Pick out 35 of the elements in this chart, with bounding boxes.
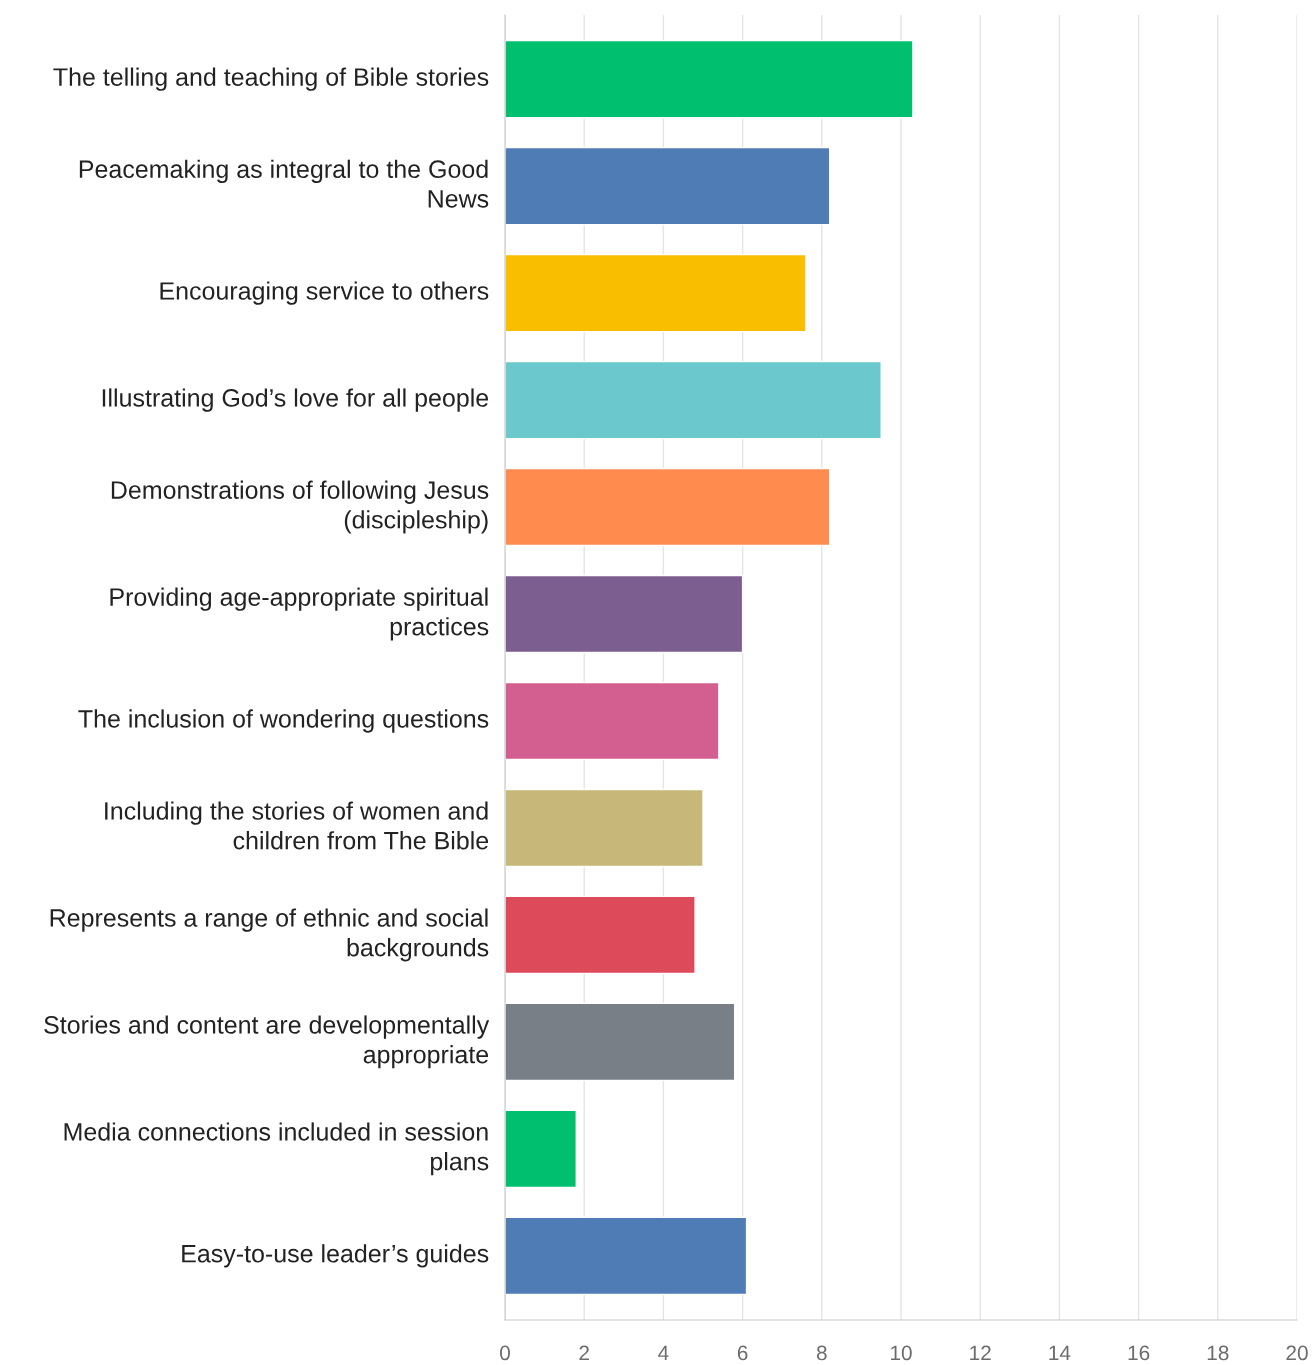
y-tick-label: Including the stories of women and children from The Bible	[105, 801, 489, 850]
y-tick-label: The inclusion of wondering questions	[78, 709, 489, 733]
bar	[505, 467, 831, 547]
bar	[505, 895, 696, 975]
bar	[505, 1109, 577, 1189]
y-tick-label: Providing age-appropriate spiritual practices	[110, 587, 489, 641]
y-tick-label: Represents a range of ethnic and social backgrounds	[50, 908, 489, 962]
bar	[505, 1216, 748, 1296]
y-tick-label: Media connections included in session plans	[64, 1122, 489, 1176]
x-tick-label: 16	[1128, 1345, 1150, 1361]
y-tick-label: Easy-to-use leader’s guides	[182, 1244, 489, 1268]
x-tick-label: 10	[891, 1345, 912, 1361]
bar	[505, 788, 704, 868]
x-tick-label: 4	[658, 1345, 669, 1361]
y-tick-label: Encouraging service to others	[160, 281, 489, 305]
x-tick-label: 18	[1207, 1345, 1229, 1361]
x-tick-label: 8	[816, 1345, 827, 1361]
x-tick-label: 0	[500, 1345, 510, 1361]
bar	[505, 253, 807, 333]
x-tick-label: 6	[737, 1345, 748, 1361]
y-tick-label: The telling and teaching of Bible stories	[53, 67, 489, 91]
y-tick-label: Demonstrations of following Jesus (discipleship)	[111, 480, 489, 534]
bar	[505, 1002, 736, 1082]
bar	[505, 360, 882, 440]
x-tick-label: 20	[1286, 1345, 1308, 1361]
bar	[505, 146, 831, 226]
x-tick-label: 12	[970, 1345, 991, 1361]
y-tick-label: Stories and content are developmentally appropriate	[44, 1015, 490, 1069]
y-tick-label: Peacemaking as integral to the Good News	[79, 159, 489, 208]
bar	[505, 681, 720, 761]
x-tick-label: 14	[1049, 1345, 1071, 1361]
y-tick-label: Illustrating God’s love for all people	[102, 388, 489, 412]
x-tick-label: 2	[579, 1345, 589, 1361]
bar	[505, 574, 744, 654]
bar	[505, 39, 914, 119]
